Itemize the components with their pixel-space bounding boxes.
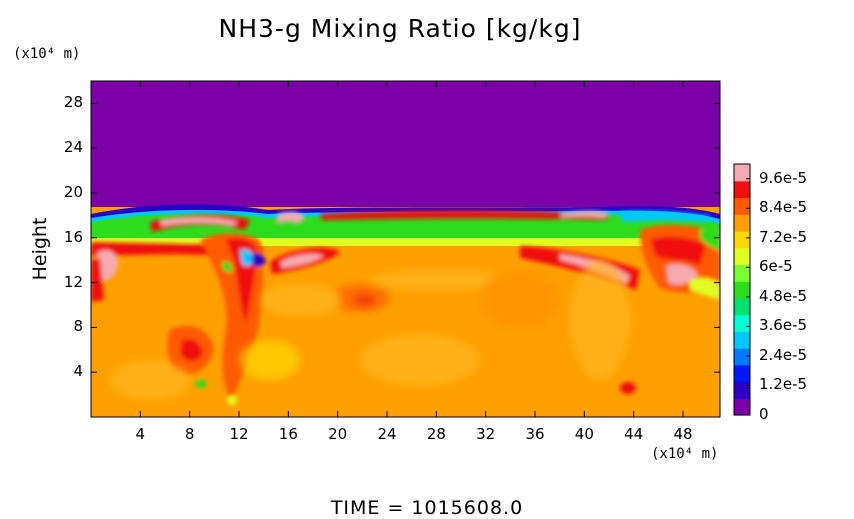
tick-label: 28 [426, 425, 446, 443]
tick-label: 16 [63, 227, 83, 246]
colorbar-segment [734, 398, 750, 416]
tick-label: 4 [73, 362, 83, 381]
colorbar-segment [734, 180, 750, 199]
tick-label: 0 [759, 405, 769, 423]
lower-green-spots [195, 380, 636, 405]
tick-label: 4 [135, 425, 146, 443]
tick-label: 12 [229, 425, 249, 443]
colorbar-segment [734, 364, 750, 383]
upper-layer-fill [91, 81, 720, 207]
colorbar [733, 163, 751, 416]
tick-label: 1.2e-5 [759, 375, 808, 394]
tick-label: 40 [574, 425, 594, 443]
tick-label: 48 [673, 425, 693, 443]
colorbar-segment [734, 197, 750, 215]
tick-label: 44 [624, 425, 644, 443]
yellow-band [91, 238, 720, 246]
tick-label: 7.2e-5 [759, 227, 808, 246]
colorbar-segment [734, 281, 750, 299]
tick-label: 20 [328, 425, 348, 443]
tick-label: 36 [525, 425, 545, 443]
y-unit-label: (x10⁴ m) [13, 46, 81, 62]
tick-label: 28 [63, 93, 83, 112]
colorbar-segment [734, 230, 750, 249]
tick-label: 8 [73, 317, 83, 336]
colorbar-segment [734, 164, 750, 182]
colorbar-segment [734, 247, 750, 265]
x-tick-marks [139, 81, 684, 417]
x-unit-label: (x10⁴ m) [651, 446, 719, 462]
right-turbulent-region [640, 224, 720, 300]
chart-title: NH3-g Mixing Ratio [kg/kg] [218, 14, 582, 43]
interior-mottling [110, 260, 630, 400]
plot-frame [90, 80, 721, 418]
tick-label: 6e-5 [759, 257, 793, 276]
colorbar-frame [733, 163, 751, 416]
tick-label: 16 [278, 425, 298, 443]
y-tick-marks [91, 102, 720, 373]
tick-label: 4.8e-5 [759, 286, 808, 305]
colorbar-segment [734, 297, 750, 316]
time-label: TIME = 1015608.0 [330, 497, 524, 519]
colorbar-segment [734, 348, 750, 366]
tick-label: 24 [377, 425, 397, 443]
tick-label: 3.6e-5 [759, 316, 808, 335]
colorbar-segment [734, 314, 750, 332]
colorbar-segment [734, 381, 750, 399]
tick-label: 24 [63, 138, 83, 157]
tick-label: 2.4e-5 [759, 345, 808, 364]
colorbar-segment [734, 264, 750, 282]
heatmap-field [91, 81, 720, 417]
tick-label: 12 [63, 272, 83, 291]
colorbar-segment [734, 331, 750, 349]
upper-filaments [150, 210, 710, 232]
tick-label: 8 [184, 425, 195, 443]
colorbar-segment [734, 214, 750, 232]
colorbar-tick-marks [746, 178, 750, 416]
tick-label: 20 [63, 183, 83, 201]
tick-label: 32 [476, 425, 496, 443]
tick-label: 9.6e-5 [759, 168, 808, 187]
tick-label: 8.4e-5 [759, 198, 808, 217]
